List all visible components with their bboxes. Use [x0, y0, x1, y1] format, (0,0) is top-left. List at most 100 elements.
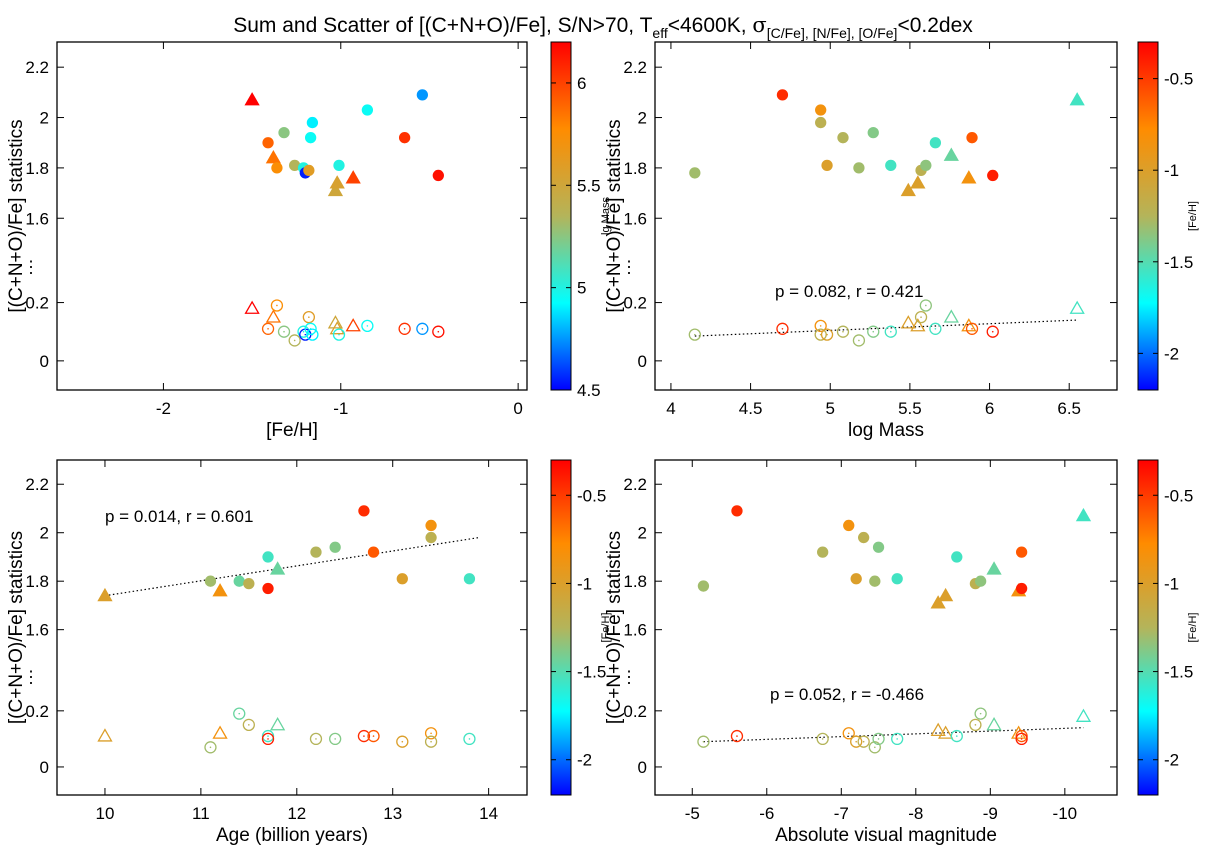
- sum-point-circle: [815, 104, 827, 116]
- sum-point-circle: [310, 546, 322, 558]
- colorbar-tick-label: -1.5: [1164, 663, 1193, 682]
- plot-frame: [56, 459, 528, 796]
- scatter-point-circle: [1015, 729, 1028, 743]
- scatter-point-circle: [270, 299, 284, 312]
- scatter-point-circle: [1015, 732, 1028, 746]
- scatter-point-circle: [868, 741, 881, 754]
- colorbar-label: [Fe/H]: [1187, 613, 1199, 643]
- scatter-point-center-dot: [896, 738, 898, 740]
- scatter-point-circle: [969, 718, 982, 732]
- scatter-point-circle: [416, 322, 429, 335]
- scatter-point-center-dot: [334, 738, 336, 740]
- scatter-point-circle: [309, 732, 323, 746]
- sum-point-circle: [920, 159, 932, 172]
- x-axis-label: Age (billion years): [216, 825, 368, 846]
- figure-title: Sum and Scatter of [(C+N+O)/Fe], S/N>70,…: [233, 13, 973, 41]
- sum-point-circle: [776, 89, 789, 101]
- sum-point-circle: [872, 541, 885, 553]
- y-tick-label: 2.2: [25, 475, 49, 494]
- sum-point-circle: [233, 575, 245, 587]
- scatter-point-circle: [852, 334, 866, 347]
- sum-point-circle: [367, 546, 380, 558]
- sum-point-triangle: [212, 583, 228, 597]
- x-tick-label: 14: [479, 804, 498, 823]
- y-tick-label: 1.6: [25, 209, 49, 228]
- scatter-point-circle: [357, 729, 371, 743]
- sum-point-circle: [303, 164, 315, 177]
- scatter-point-center-dot: [363, 735, 365, 737]
- scatter-point-center-dot: [276, 304, 278, 307]
- sum-point-circle: [966, 132, 978, 144]
- sum-point-circle: [271, 162, 283, 174]
- scatter-point-circle: [302, 310, 315, 324]
- scatter-point-circle: [688, 328, 701, 341]
- scatter-point-center-dot: [372, 735, 375, 737]
- scatter-point-center-dot: [437, 330, 440, 333]
- scatter-point-triangle: [961, 318, 977, 332]
- x-tick-label: -9: [983, 804, 998, 823]
- scatter-point-circle: [329, 732, 342, 746]
- y-tick-label: 0.2: [623, 294, 647, 313]
- x-tick-label: 10: [95, 804, 114, 823]
- scatter-point-circle: [204, 741, 217, 754]
- y-tick-label: 2.2: [623, 58, 647, 77]
- y-tick-label: 0.2: [623, 702, 647, 721]
- x-tick-label: 5: [826, 399, 835, 418]
- scatter-point-center-dot: [403, 327, 406, 330]
- sum-point-circle: [329, 541, 341, 553]
- plot-frame: [56, 41, 528, 391]
- sum-point-circle: [869, 575, 881, 587]
- sum-point-circle: [416, 89, 429, 101]
- sum-point-circle: [853, 162, 865, 174]
- x-tick-label: 13: [383, 804, 402, 823]
- scatter-point-circle: [297, 325, 310, 338]
- scatter-point-center-dot: [855, 740, 857, 743]
- sum-point-circle: [333, 159, 345, 172]
- scatter-point-center-dot: [971, 327, 973, 330]
- scatter-point-center-dot: [702, 740, 705, 743]
- scatter-point-triangle: [943, 309, 959, 323]
- scatter-point-center-dot: [366, 325, 369, 327]
- scatter-point-center-dot: [889, 330, 892, 333]
- sum-point-circle: [1015, 582, 1028, 595]
- y-tick-label: 0.2: [25, 294, 49, 313]
- sum-point-circle: [463, 573, 476, 585]
- sum-point-triangle: [930, 595, 946, 609]
- scatter-point-circle: [965, 322, 979, 335]
- y-tick-label: 2: [40, 109, 49, 128]
- sum-point-circle: [891, 573, 903, 585]
- scatter-point-circle: [396, 735, 409, 748]
- colorbar-tick-label: 5.5: [577, 176, 601, 195]
- sum-point-circle: [262, 551, 274, 563]
- scatter-point-circle: [950, 729, 963, 743]
- sum-point-circle: [278, 126, 290, 139]
- sum-point-circle: [243, 577, 255, 590]
- colorbar-tick-label: 5: [577, 279, 586, 298]
- sum-point-circle: [358, 505, 370, 517]
- sum-point-circle: [885, 159, 897, 172]
- y-tick-label: 1.6: [623, 621, 647, 640]
- scatter-point-center-dot: [430, 732, 432, 735]
- scatter-point-center-dot: [847, 732, 850, 735]
- scatter-point-triangle: [212, 725, 228, 739]
- scatter-point-center-dot: [238, 712, 241, 715]
- scatter-point-circle: [842, 727, 855, 740]
- scatter-point-center-dot: [209, 746, 212, 749]
- y-tick-label: 2.2: [25, 58, 49, 77]
- sum-point-triangle: [327, 182, 344, 197]
- x-tick-label: 11: [192, 804, 210, 823]
- sum-point-circle: [306, 116, 319, 129]
- x-tick-label: -6: [759, 804, 774, 823]
- x-axis-label: log Mass: [848, 420, 924, 441]
- scatter-point-circle: [424, 735, 438, 748]
- scatter-point-center-dot: [821, 738, 824, 740]
- sum-point-circle: [974, 575, 987, 587]
- scatter-point-center-dot: [1020, 738, 1023, 740]
- scatter-point-triangle: [244, 300, 260, 314]
- y-axis-label: [(C+N+O)/Fe] statistics: [6, 531, 27, 724]
- colorbar-tick-label: -1: [577, 574, 592, 593]
- sum-point-circle: [361, 104, 374, 116]
- scatter-point-circle: [857, 735, 870, 748]
- sum-point-circle: [697, 580, 710, 592]
